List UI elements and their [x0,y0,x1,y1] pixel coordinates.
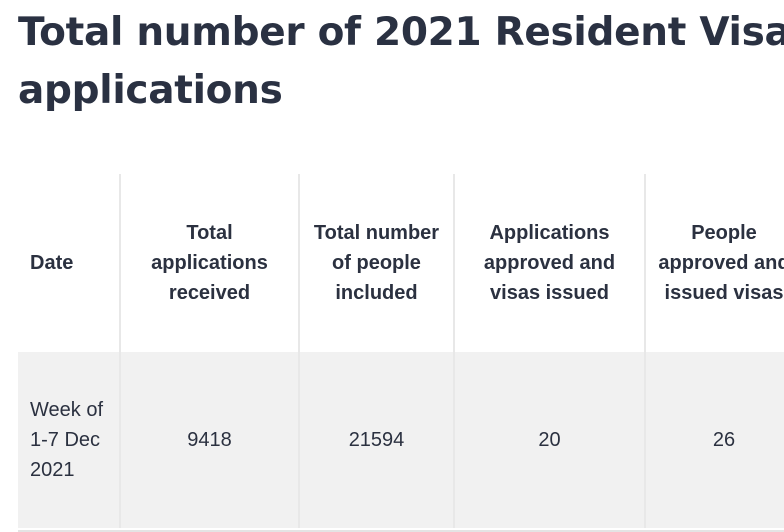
column-header-people-approved: People approved and issued visas [644,174,784,352]
column-header-applications-approved: Applications approved and visas issued [453,174,645,352]
visa-applications-table: Date Total applications received Total n… [18,174,784,528]
table-row: Week of 1-7 Dec 2021 9418 21594 20 26 [18,352,784,528]
column-header-total-people: Total number of people included [298,174,454,352]
cell-applications-approved: 20 [453,352,645,528]
table-header: Date Total applications received Total n… [18,174,784,352]
cell-people-approved: 26 [644,352,784,528]
column-header-date: Date [18,174,120,352]
table-body: Week of 1-7 Dec 2021 9418 21594 20 26 [18,352,784,528]
page-title-line-1: Total number of 2021 Resident Visa [18,10,784,55]
page-title: Total number of 2021 Resident Visa appli… [18,4,784,120]
table-bottom-divider [18,530,784,532]
table-header-row: Date Total applications received Total n… [18,174,784,352]
column-header-total-applications: Total applications received [119,174,299,352]
cell-date: Week of 1-7 Dec 2021 [18,352,120,528]
cell-total-applications: 9418 [119,352,299,528]
visa-applications-table-container: Date Total applications received Total n… [18,174,784,532]
cell-total-people: 21594 [298,352,454,528]
page-title-line-2: applications [18,68,283,113]
